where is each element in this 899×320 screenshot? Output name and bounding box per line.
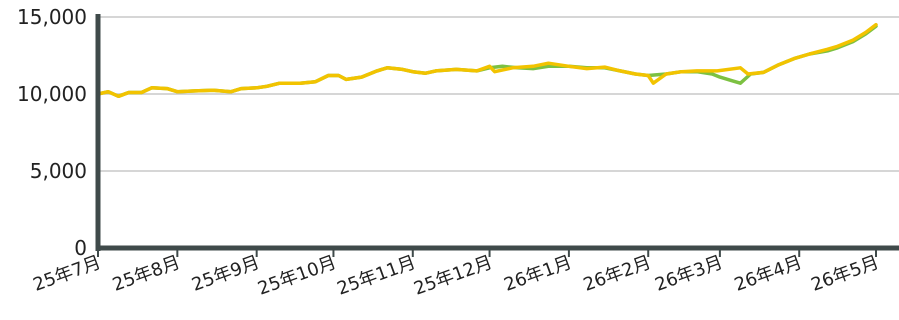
x-tick-label-5: 25年12月 — [411, 252, 495, 300]
x-tick-label-1: 25年8月 — [110, 252, 183, 296]
x-tick-label-2: 25年9月 — [189, 252, 262, 296]
y-tick-label-1: 5,000 — [30, 159, 87, 183]
x-tick-label-9: 26年4月 — [732, 252, 805, 296]
x-tick-label-10: 26年5月 — [808, 252, 881, 296]
y-tick-label-0: 0 — [74, 236, 87, 260]
x-tick-label-0: 25年7月 — [30, 252, 103, 296]
x-tick-label-3: 25年10月 — [255, 252, 339, 300]
series-line-1 — [96, 22, 878, 99]
grid-layer — [98, 16, 899, 172]
y-tick-label-3: 15,000 — [17, 5, 87, 29]
x-tick-label-7: 26年2月 — [581, 252, 654, 296]
x-tick-label-8: 26年3月 — [652, 252, 725, 296]
x-tick-label-6: 26年1月 — [501, 252, 574, 296]
series-layer — [96, 22, 878, 99]
y-tick-labels: 0 5,000 10,000 15,000 — [17, 5, 87, 260]
axis-layer — [95, 14, 899, 251]
series-line-0 — [96, 24, 878, 99]
y-tick-label-2: 10,000 — [17, 82, 87, 106]
x-tick-label-4: 25年11月 — [334, 252, 418, 300]
